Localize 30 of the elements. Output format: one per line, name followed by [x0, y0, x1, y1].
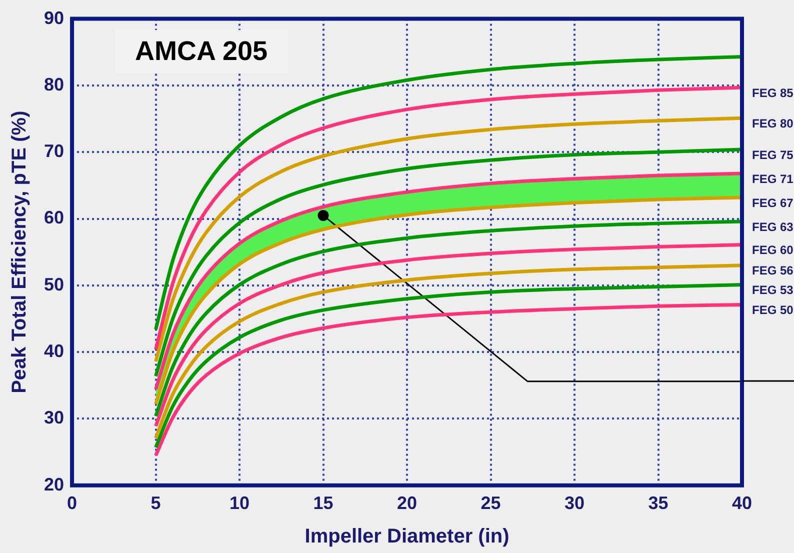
- y-tick-label: 40: [44, 341, 64, 362]
- y-tick-label: 60: [44, 208, 64, 228]
- series-label: FEG 85: [752, 86, 794, 100]
- y-tick-label: 80: [44, 74, 64, 94]
- x-axis-title: Impeller Diameter (in): [304, 526, 510, 548]
- series-label: FEG 80: [752, 116, 794, 130]
- y-tick-label: 30: [44, 408, 64, 428]
- y-tick-label: 90: [44, 8, 64, 28]
- series-label: FEG 71: [752, 172, 794, 186]
- series-label: FEG 56: [752, 264, 794, 278]
- series-label: FEG 75: [752, 148, 794, 162]
- x-tick-label: 25: [480, 493, 501, 514]
- series-label: FEG 67: [752, 196, 794, 210]
- x-tick-label: 40: [732, 493, 752, 514]
- x-tick-label: 30: [564, 493, 585, 514]
- x-tick-label: 20: [396, 493, 418, 514]
- x-tick-label: 0: [67, 493, 78, 514]
- series-label: FEG 60: [752, 243, 794, 258]
- x-tick-label: 10: [230, 493, 250, 514]
- y-tick-label: 20: [44, 474, 64, 494]
- y-tick-label: 70: [44, 141, 64, 162]
- series-label: FEG 53: [752, 283, 794, 298]
- x-tick-label: 5: [150, 493, 161, 514]
- series-label: FEG 63: [752, 220, 794, 234]
- series-label: FEG 50: [752, 303, 794, 318]
- x-tick-label: 15: [313, 493, 334, 514]
- y-tick-label: 50: [44, 274, 64, 294]
- y-axis-title: Peak Total Efficiency, pTE (%): [8, 110, 31, 394]
- annotation: AMCA 205: [115, 30, 288, 73]
- x-tick-label: 35: [648, 493, 668, 514]
